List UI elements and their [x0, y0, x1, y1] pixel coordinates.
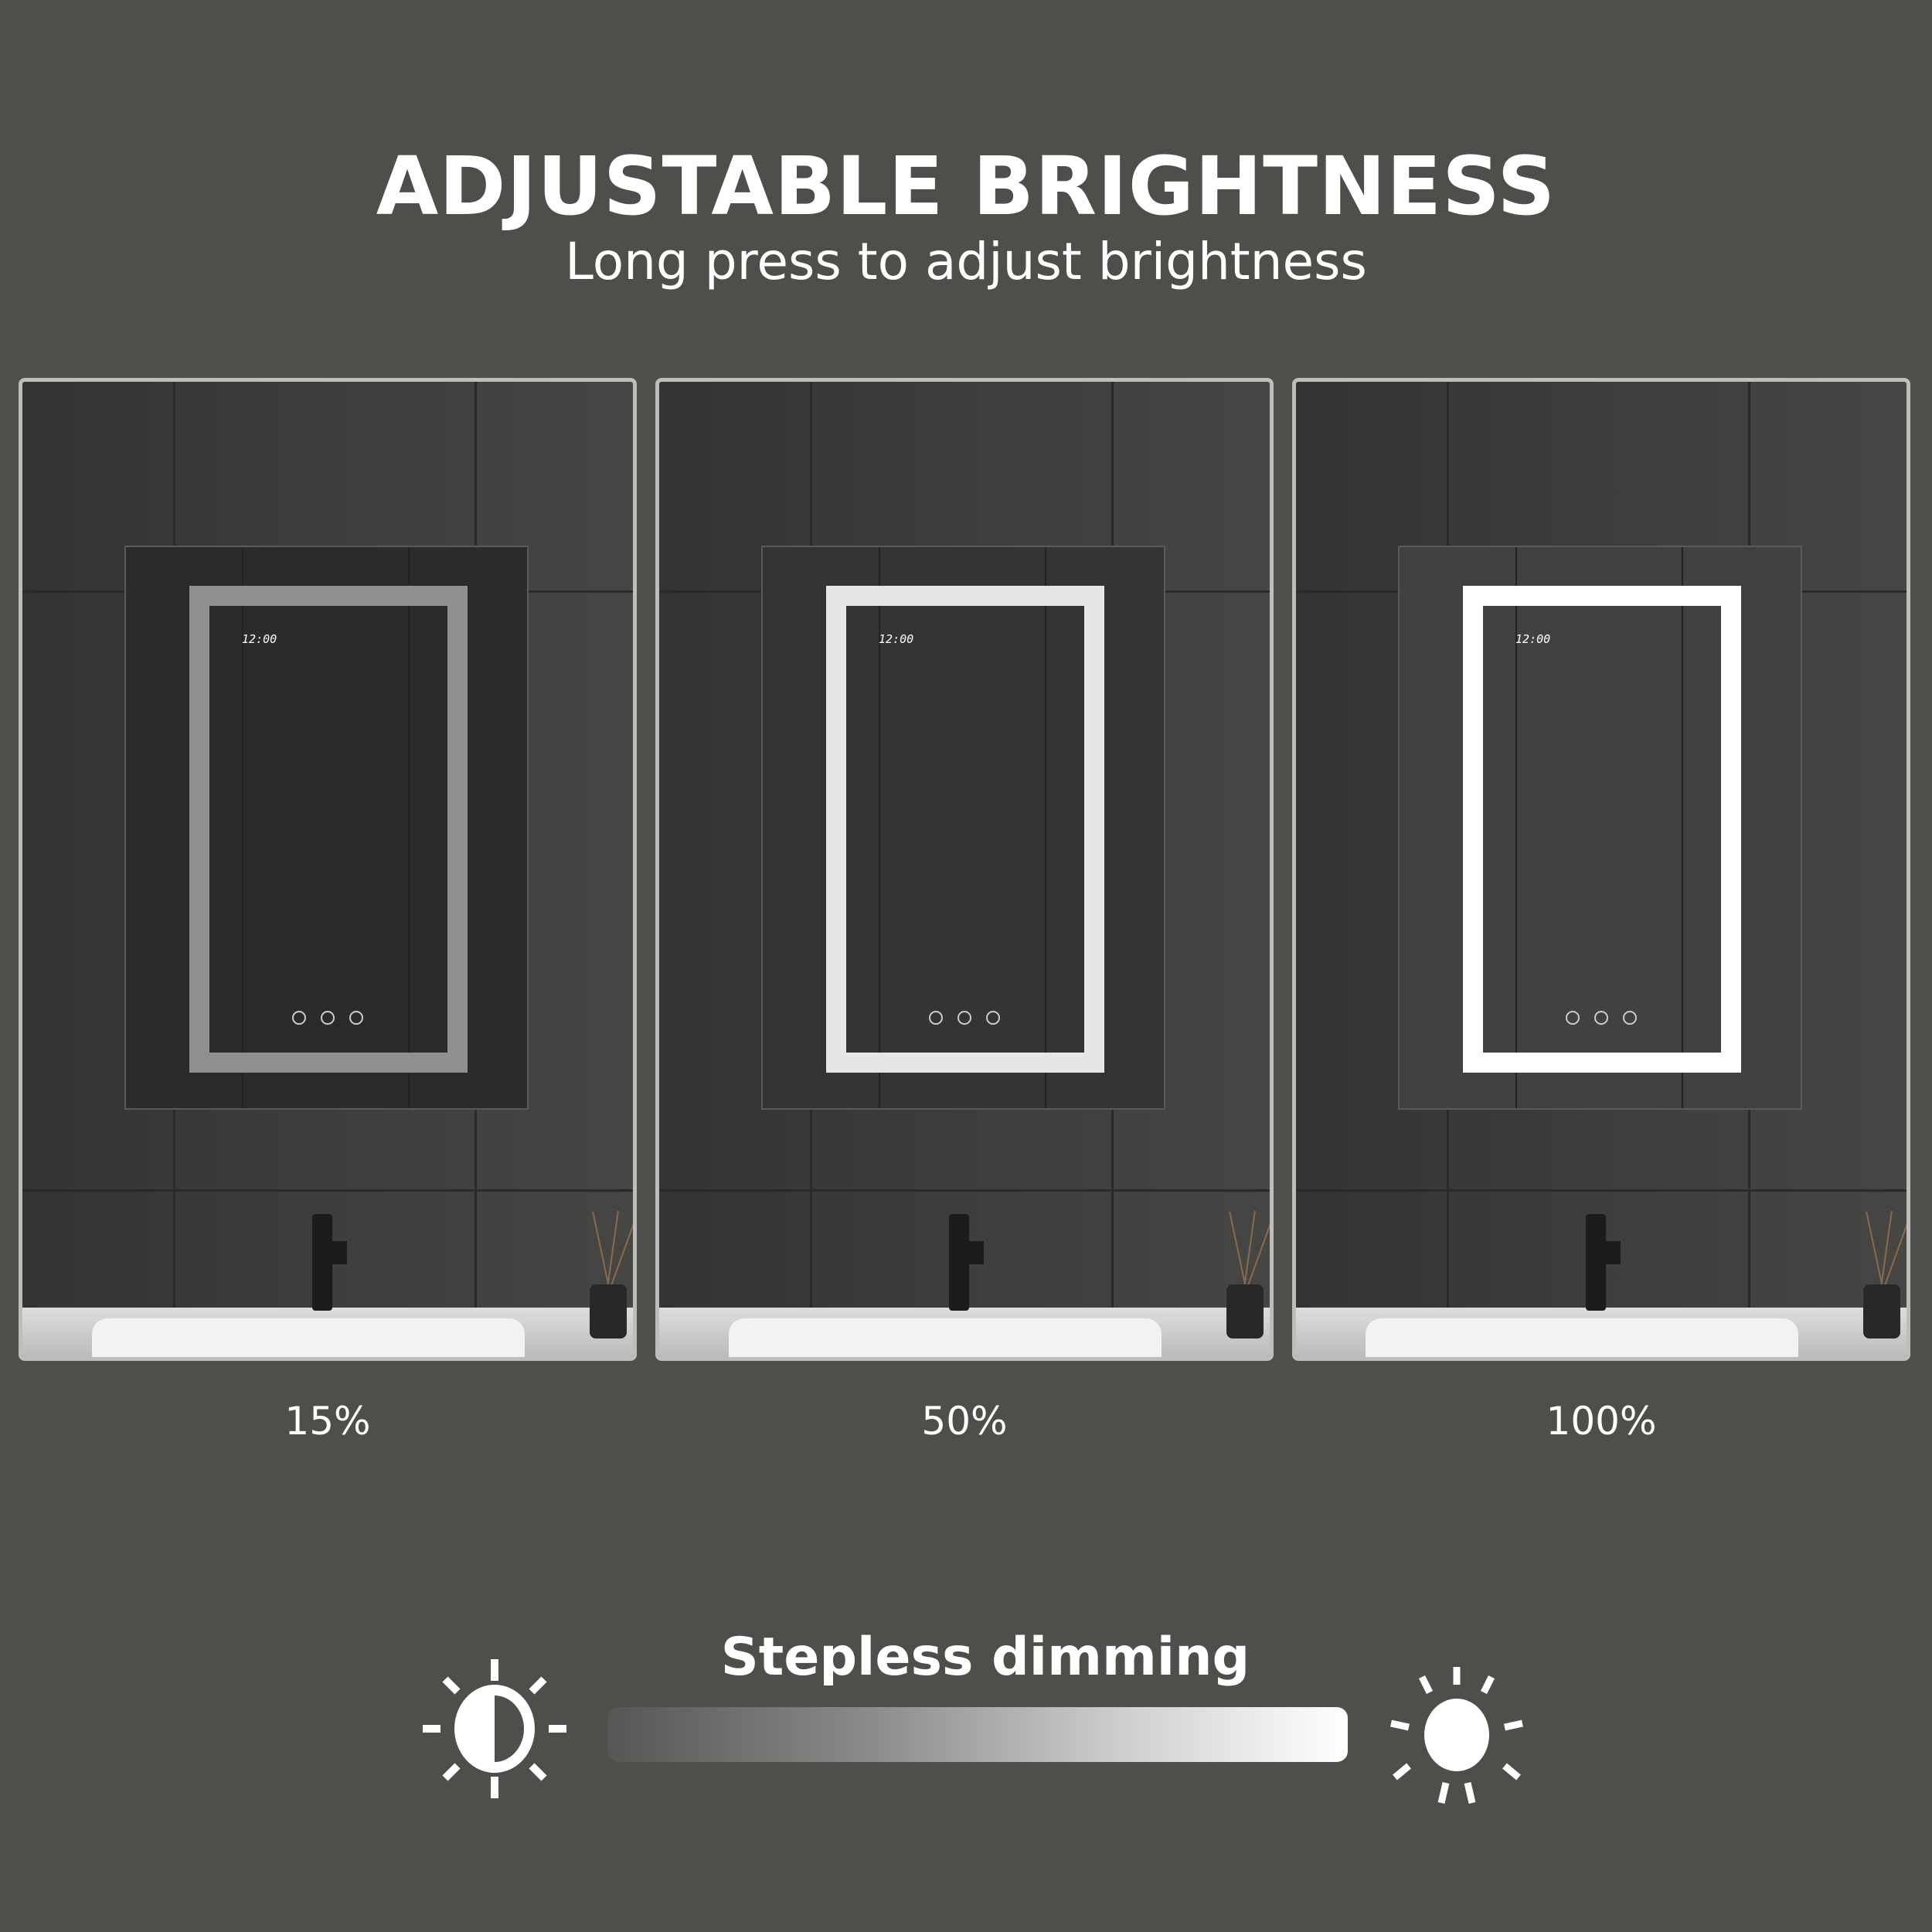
led-frame	[189, 586, 468, 1073]
stepless-dimming-label: Stepless dimming	[720, 1627, 1250, 1688]
dimmer-touch-icon	[986, 1011, 1000, 1025]
sun-icon	[1390, 1667, 1523, 1804]
tile-line	[22, 1189, 633, 1192]
clock-display: 12:00	[879, 632, 914, 646]
sink-basin	[729, 1318, 1162, 1357]
clock-display: 12:00	[242, 632, 277, 646]
tile-line	[659, 1189, 1270, 1192]
mirror-cabinet: 12:00	[124, 546, 529, 1110]
stepless-dimming-bar	[607, 1707, 1348, 1762]
brightness-label: 50%	[921, 1399, 1008, 1444]
half-sun-icon	[423, 1659, 566, 1798]
dimmer-touch-icon	[349, 1011, 363, 1025]
page-title: ADJUSTABLE BRIGHTNESS	[376, 139, 1556, 233]
brightness-label: 100%	[1546, 1399, 1657, 1444]
dimmer-touch-icon	[1623, 1011, 1637, 1025]
reed-diffuser	[1863, 1284, 1900, 1338]
sink-basin	[92, 1318, 525, 1357]
defog-touch-icon	[1566, 1011, 1580, 1025]
reed-diffuser	[1226, 1284, 1264, 1338]
sink-basin	[1366, 1318, 1798, 1357]
defog-touch-icon	[292, 1011, 306, 1025]
defog-touch-icon	[929, 1011, 943, 1025]
led-frame	[1463, 586, 1741, 1073]
reed-diffuser	[590, 1284, 627, 1338]
clock-display: 12:00	[1515, 632, 1551, 646]
brightness-label: 15%	[284, 1399, 371, 1444]
mirror-panel-100: 12:00	[1292, 378, 1910, 1361]
tile-line	[1296, 1189, 1906, 1192]
mirror-panel-15: 12:00	[19, 378, 637, 1361]
mirror-panel-50: 12:00	[655, 378, 1274, 1361]
mirror-cabinet: 12:00	[761, 546, 1165, 1110]
power-touch-icon	[1594, 1011, 1608, 1025]
led-frame	[826, 586, 1104, 1073]
power-touch-icon	[957, 1011, 971, 1025]
page-subtitle: Long press to adjust brightness	[565, 232, 1367, 291]
mirror-cabinet: 12:00	[1398, 546, 1802, 1110]
power-touch-icon	[321, 1011, 335, 1025]
